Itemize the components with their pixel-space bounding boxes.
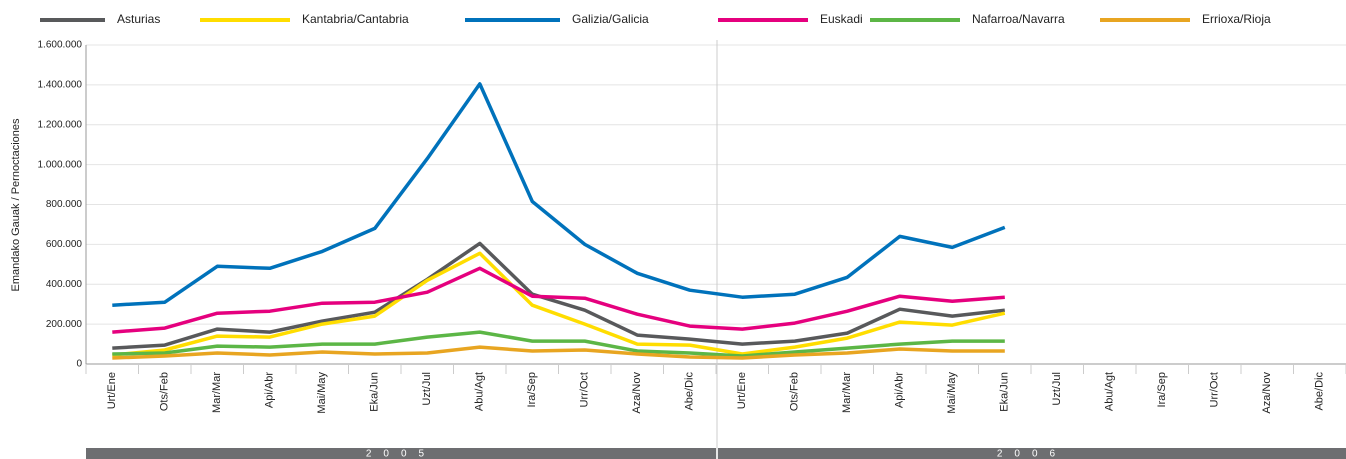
x-tick-label: Mai/May <box>946 372 958 414</box>
x-tick-label: Ots/Feb <box>789 372 801 411</box>
legend-label: Asturias <box>117 12 160 26</box>
x-tick-label: Mai/May <box>316 372 328 414</box>
series-line <box>112 82 1006 307</box>
series-line <box>112 345 1005 360</box>
y-tick-label: 600.000 <box>46 239 83 250</box>
legend-label: Galizia/Galicia <box>572 12 649 26</box>
x-tick-label: Api/Abr <box>264 372 276 408</box>
year-label: 2005 <box>366 449 436 459</box>
x-tick-label: Uzt/Jul <box>1051 372 1063 406</box>
x-tick-label: Abe/Dic <box>1314 372 1326 411</box>
y-tick-label: 200.000 <box>46 319 83 330</box>
x-tick-label: Abe/Dic <box>684 372 696 411</box>
x-tick-label: Aza/Nov <box>631 372 643 414</box>
x-tick-label: Abu/Agt <box>474 372 486 411</box>
x-tick-label: Mar/Mar <box>841 372 853 413</box>
x-tick-label: Urt/Ene <box>736 372 748 409</box>
series-line <box>112 266 1005 334</box>
x-tick-label: Ots/Feb <box>159 372 171 411</box>
x-tick-label: Eka/Jun <box>999 372 1011 412</box>
x-tick-label: Mar/Mar <box>211 372 223 413</box>
y-tick-label: 0 <box>76 359 82 370</box>
x-tick-label: Urr/Oct <box>579 372 591 407</box>
legend-label: Nafarroa/Navarra <box>972 12 1065 26</box>
legend-label: Kantabria/Cantabria <box>302 12 409 26</box>
year-bar <box>718 448 1346 459</box>
x-tick-label: Api/Abr <box>894 372 906 408</box>
y-tick-label: 1.200.000 <box>38 119 83 130</box>
series-line <box>112 330 1005 358</box>
y-tick-label: 1.600.000 <box>38 40 83 51</box>
legend-label: Errioxa/Rioja <box>1202 12 1271 26</box>
series-line <box>112 241 1005 350</box>
x-tick-label: Uzt/Jul <box>421 372 433 406</box>
x-tick-label: Eka/Jun <box>369 372 381 412</box>
y-tick-label: 800.000 <box>46 199 83 210</box>
x-tick-label: Abu/Agt <box>1104 372 1116 411</box>
x-tick-label: Urt/Ene <box>106 372 118 409</box>
year-bar <box>86 448 716 459</box>
x-tick-label: Aza/Nov <box>1261 372 1273 414</box>
x-tick-label: Ira/Sep <box>1156 372 1168 407</box>
y-axis-label: Emandako Gauak / Pernoctaciones <box>10 118 22 292</box>
x-tick-label: Ira/Sep <box>526 372 538 407</box>
y-tick-label: 1.400.000 <box>38 80 83 91</box>
y-tick-label: 400.000 <box>46 279 83 290</box>
x-tick-label: Urr/Oct <box>1209 372 1221 407</box>
legend-label: Euskadi <box>820 12 863 26</box>
y-tick-label: 1.000.000 <box>38 159 83 170</box>
series-line <box>112 251 1006 357</box>
year-label: 2006 <box>997 449 1067 459</box>
